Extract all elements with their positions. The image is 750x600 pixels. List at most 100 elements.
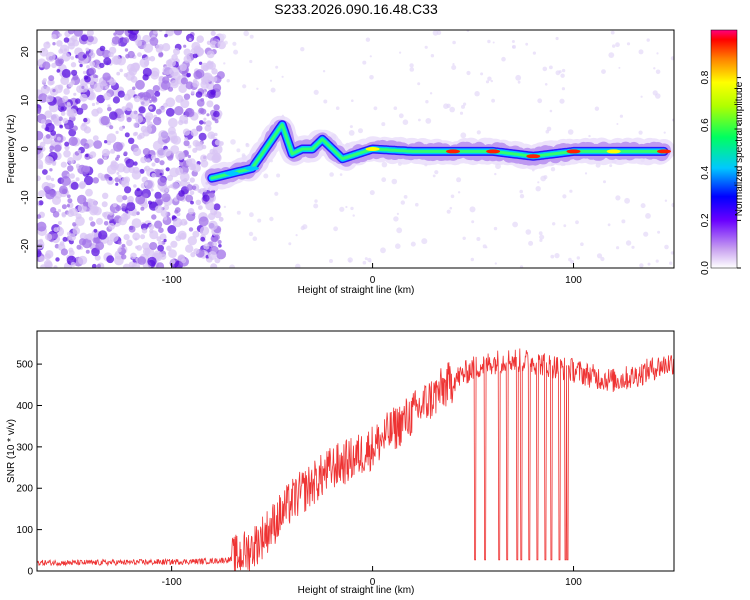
noise-speckle (76, 107, 84, 115)
noise-speckle (115, 30, 125, 36)
noise-speckle (89, 151, 97, 159)
noise-speckle (154, 191, 162, 200)
noise-speckle (452, 40, 456, 45)
noise-speckle (512, 221, 518, 228)
noise-speckle (123, 73, 128, 78)
noise-speckle (45, 51, 56, 62)
noise-speckle (118, 43, 122, 47)
noise-speckle (559, 98, 565, 104)
noise-speckle (167, 225, 177, 234)
noise-speckle (61, 188, 68, 195)
noise-speckle (63, 150, 71, 158)
noise-speckle (116, 171, 120, 175)
noise-speckle (216, 249, 227, 260)
noise-speckle (187, 208, 195, 215)
noise-speckle (647, 262, 651, 266)
noise-speckle (57, 221, 62, 225)
noise-speckle (349, 125, 353, 129)
noise-speckle (126, 239, 133, 247)
noise-speckle (567, 129, 574, 135)
noise-speckle (183, 55, 192, 63)
noise-speckle (369, 190, 375, 196)
noise-speckle (655, 69, 661, 75)
noise-speckle (609, 164, 613, 168)
ridge-hotspot (566, 149, 581, 154)
noise-speckle (217, 239, 222, 245)
noise-speckle (183, 140, 190, 147)
noise-speckle (189, 177, 195, 183)
noise-speckle (476, 130, 481, 135)
noise-speckle (462, 236, 466, 240)
noise-speckle (89, 61, 95, 67)
noise-speckle (83, 175, 94, 186)
noise-speckle (92, 177, 100, 184)
noise-speckle (182, 128, 191, 136)
noise-speckle (449, 206, 453, 210)
noise-speckle (142, 148, 151, 156)
noise-speckle (443, 103, 449, 109)
noise-speckle (173, 48, 180, 55)
colorbar-label: Normalized spectral amplitude (734, 81, 745, 216)
noise-speckle (116, 71, 121, 76)
noise-speckle (459, 111, 464, 115)
noise-speckle (76, 244, 82, 250)
noise-speckle (200, 108, 207, 115)
noise-speckle (214, 119, 219, 124)
noise-speckle (410, 241, 416, 247)
noise-speckle (67, 210, 74, 218)
noise-speckle (46, 94, 54, 103)
noise-speckle (91, 247, 100, 257)
noise-speckle (263, 173, 269, 179)
ridge-hotspot (365, 147, 380, 151)
noise-speckle (544, 83, 548, 86)
noise-speckle (257, 218, 262, 223)
noise-speckle (365, 37, 371, 42)
noise-speckle (181, 258, 187, 264)
noise-speckle (192, 80, 200, 88)
noise-speckle (569, 189, 573, 193)
noise-speckle (132, 147, 142, 157)
noise-speckle (189, 190, 195, 196)
noise-speckle (210, 263, 218, 268)
noise-speckle (84, 75, 91, 83)
noise-speckle (670, 56, 674, 61)
noise-speckle (85, 153, 89, 158)
colorbar (710, 29, 738, 269)
noise-speckle (52, 161, 57, 166)
noise-speckle (128, 32, 138, 41)
noise-speckle (161, 43, 171, 52)
noise-speckle (130, 252, 137, 260)
noise-speckle (588, 134, 591, 138)
noise-speckle (187, 236, 197, 246)
noise-speckle (172, 217, 183, 228)
noise-speckle (132, 86, 136, 91)
noise-speckle (112, 203, 117, 208)
noise-speckle (540, 175, 547, 182)
ridge-hotspot (486, 149, 501, 154)
noise-speckle (39, 47, 49, 57)
noise-speckle (75, 98, 81, 104)
noise-speckle (170, 137, 175, 142)
noise-speckle (133, 122, 139, 128)
noise-speckle (236, 210, 241, 215)
noise-speckle (102, 72, 111, 81)
noise-speckle (66, 194, 71, 199)
noise-speckle (131, 211, 137, 217)
noise-speckle (154, 157, 160, 164)
x-tick-label: -100 (162, 275, 182, 286)
noise-speckle (192, 230, 200, 238)
noise-speckle (196, 99, 205, 107)
noise-speckle (115, 205, 122, 212)
snr-xlabel: Height of straight line (km) (298, 585, 415, 596)
noise-speckle (133, 184, 137, 188)
noise-speckle (155, 108, 162, 115)
x-tick-label: 0 (370, 577, 376, 588)
noise-speckle (99, 45, 106, 52)
noise-speckle (432, 30, 439, 36)
noise-speckle (212, 241, 218, 247)
noise-speckle (63, 88, 70, 95)
noise-speckle (106, 140, 112, 146)
noise-speckle (49, 168, 53, 172)
noise-speckle (463, 102, 467, 106)
noise-speckle (179, 63, 187, 72)
